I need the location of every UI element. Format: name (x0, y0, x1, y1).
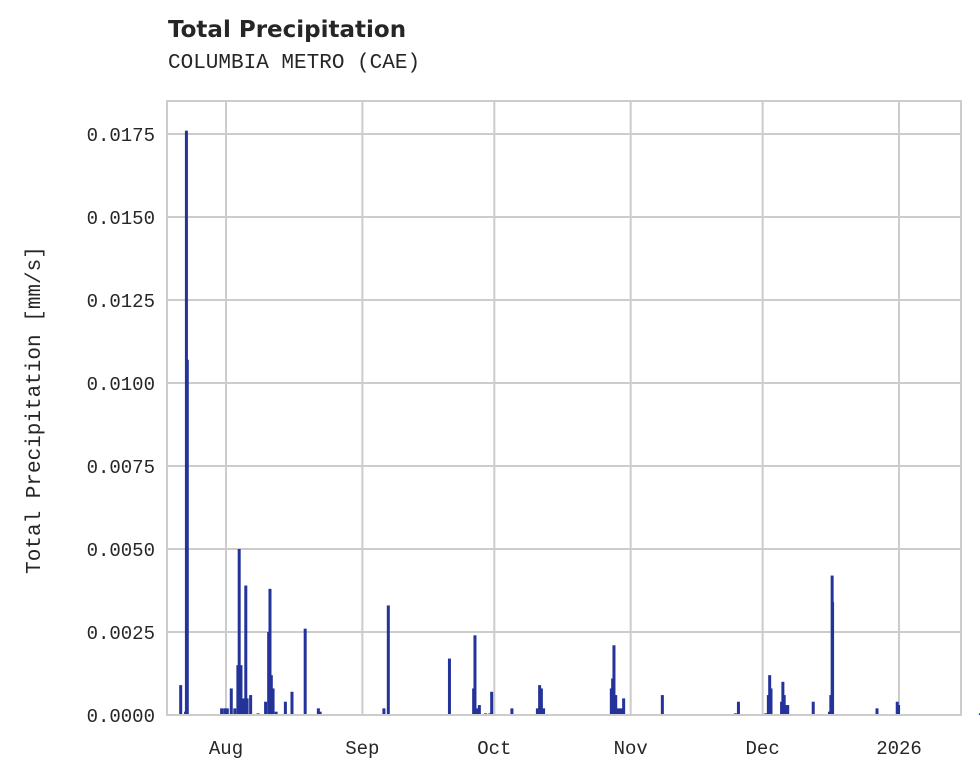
precip-bar (244, 585, 248, 715)
precip-bar (382, 708, 386, 715)
y-tick-label: 0.0175 (87, 125, 155, 147)
precip-bar (303, 628, 307, 715)
x-tick-label: Nov (614, 738, 648, 760)
precip-bar (978, 713, 980, 715)
precip-bar (318, 711, 322, 715)
x-axis-ticks: Aug Sep Oct Nov Dec 2026 (209, 738, 922, 760)
precip-bar (622, 698, 626, 715)
precip-bar (223, 708, 227, 715)
precip-bar (614, 695, 618, 715)
precip-bar (268, 588, 272, 715)
chart-subtitle: COLUMBIA METRO (CAE) (168, 52, 421, 75)
x-tick-label: Dec (746, 738, 780, 760)
plot-frame (166, 100, 962, 716)
precip-bar (538, 685, 542, 715)
precip-bar (283, 701, 287, 715)
precip-bar (535, 708, 539, 715)
precip-bar (784, 705, 788, 715)
chart-title: Total Precipitation (168, 17, 407, 43)
precip-bar (179, 685, 183, 715)
precip-bar (619, 708, 623, 715)
precip-bar (249, 695, 253, 715)
precip-bar (229, 688, 233, 715)
precipitation-bars (179, 130, 980, 715)
y-axis-label: Total Precipitation [mm/s] (24, 246, 47, 574)
precip-bar (271, 688, 275, 715)
precip-bar (539, 688, 543, 715)
precip-bar (274, 711, 278, 715)
y-tick-label: 0.0000 (87, 706, 155, 728)
precip-bar (316, 708, 320, 715)
precip-bar (616, 708, 620, 715)
precip-bar (237, 549, 241, 715)
y-tick-label: 0.0100 (87, 374, 155, 396)
precip-bar (233, 708, 237, 715)
precip-bar (782, 695, 786, 715)
y-tick-label: 0.0075 (87, 457, 155, 479)
precip-bar (225, 708, 229, 715)
precip-bar (447, 658, 451, 715)
precip-bar (612, 645, 616, 715)
precip-bar (490, 691, 494, 715)
precip-bar (811, 701, 815, 715)
precip-bar (241, 698, 245, 715)
x-tick-label: Sep (345, 738, 379, 760)
precip-bar (290, 691, 294, 715)
y-tick-label: 0.0025 (87, 623, 155, 645)
precip-bar (875, 708, 879, 715)
precip-bar (239, 665, 243, 715)
precip-bar (786, 705, 790, 715)
precip-bar (473, 635, 477, 715)
precip-bar (736, 701, 740, 715)
x-tick-label: 2026 (876, 738, 922, 760)
precip-bar (220, 708, 224, 715)
precip-bar (269, 675, 273, 715)
y-tick-label: 0.0150 (87, 208, 155, 230)
x-tick-label: Aug (209, 738, 243, 760)
x-tick-label: Oct (477, 738, 511, 760)
precip-bar (264, 701, 268, 715)
precip-bar (386, 605, 390, 715)
y-tick-label: 0.0125 (87, 291, 155, 313)
gridlines (167, 101, 961, 716)
precip-bar (510, 708, 514, 715)
precip-bar (769, 688, 773, 715)
precip-bar (897, 705, 901, 715)
precip-bar (542, 708, 546, 715)
precip-bar (660, 695, 664, 715)
y-axis-ticks: 0.0000 0.0025 0.0050 0.0075 0.0100 0.0125 0.01… (87, 125, 155, 728)
precip-bar (245, 698, 249, 715)
precip-bar (476, 708, 480, 715)
y-tick-label: 0.0050 (87, 540, 155, 562)
precip-bar (477, 705, 481, 715)
precip-bar (185, 359, 189, 715)
precip-bar (831, 602, 835, 715)
